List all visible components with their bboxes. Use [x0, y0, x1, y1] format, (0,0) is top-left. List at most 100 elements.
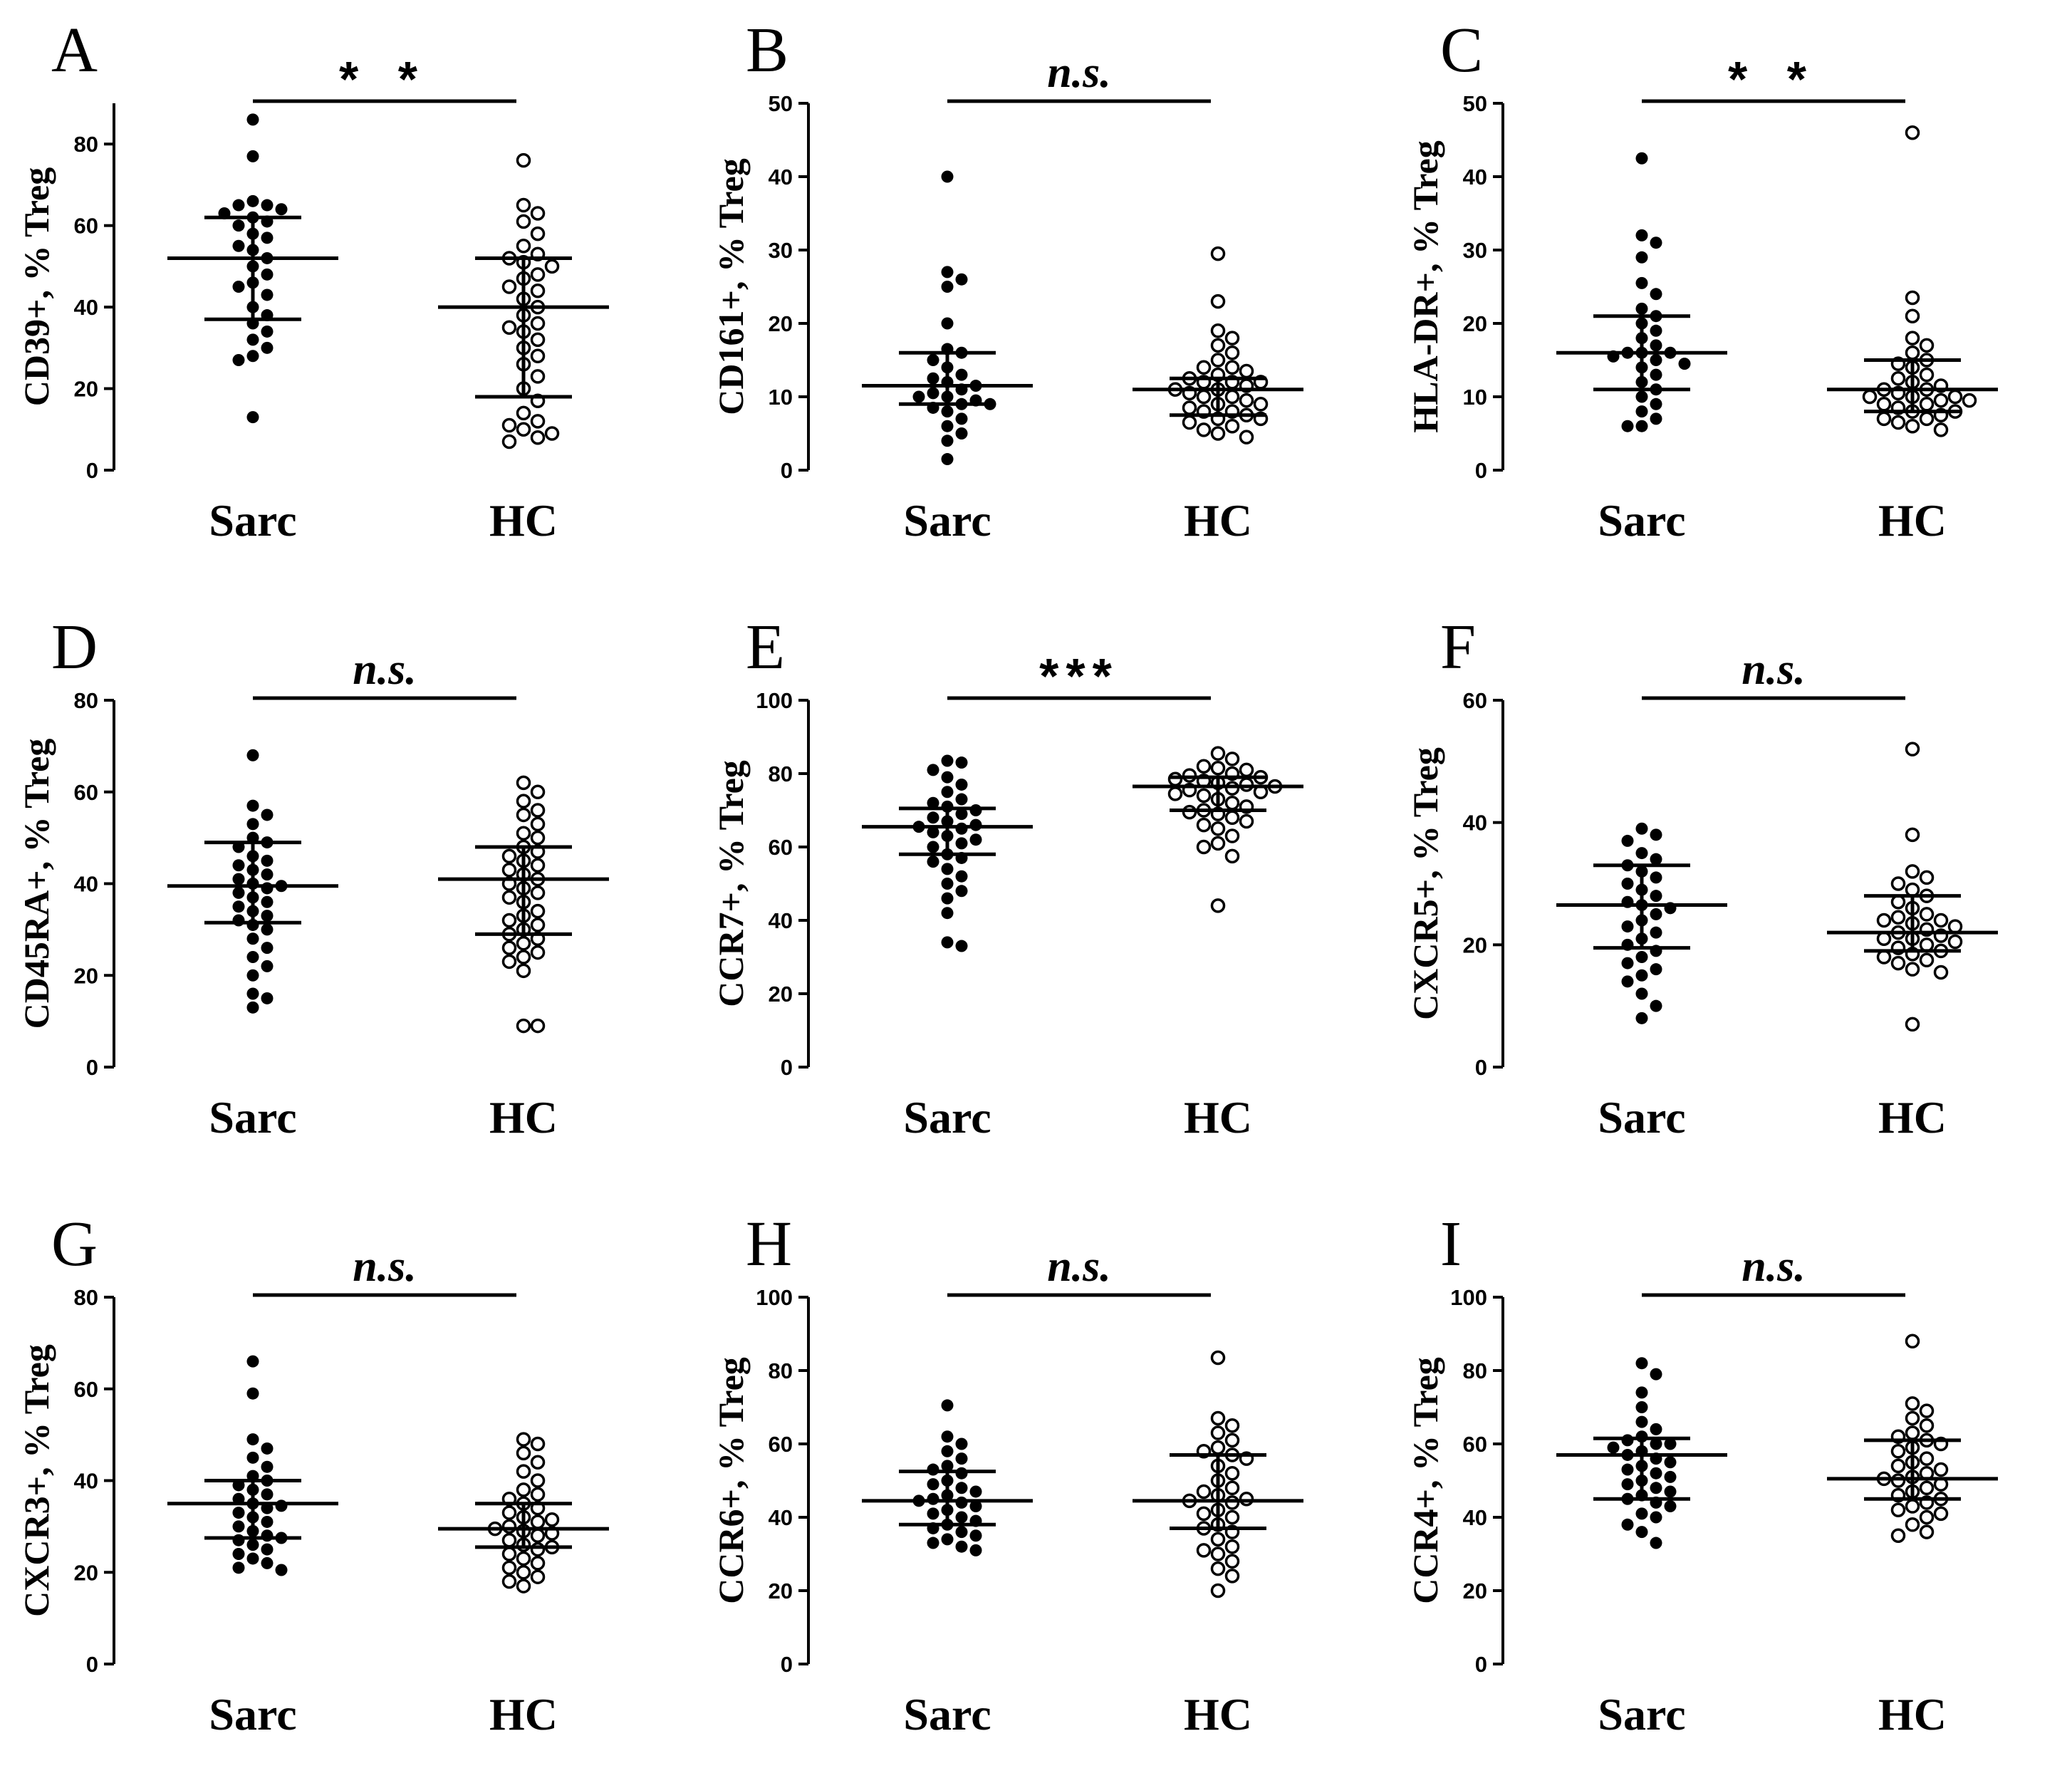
data-point	[1635, 951, 1648, 963]
data-point	[530, 1436, 546, 1452]
data-point	[955, 808, 968, 821]
data-point	[501, 1546, 517, 1561]
data-point	[501, 1519, 517, 1534]
data-point	[246, 1451, 259, 1464]
data-point	[530, 1514, 546, 1529]
data-point	[927, 811, 939, 824]
data-point	[941, 317, 954, 330]
data-point	[1890, 1528, 1906, 1543]
data-point	[1239, 430, 1254, 444]
y-tick-label: 30	[769, 238, 793, 263]
data-point	[1664, 1438, 1677, 1450]
data-point	[1664, 1470, 1677, 1483]
data-point	[1905, 864, 1920, 879]
data-point	[1621, 1434, 1634, 1447]
data-point	[1196, 759, 1212, 774]
data-point	[1224, 1539, 1240, 1554]
data-point	[1933, 965, 1949, 980]
data-point	[530, 369, 546, 384]
data-point	[246, 951, 259, 963]
data-point	[1905, 308, 1920, 323]
data-point	[1621, 920, 1634, 933]
data-point	[232, 873, 245, 885]
data-point	[955, 273, 968, 286]
y-axis-label: CCR4+, % Treg	[1405, 1357, 1445, 1604]
y-tick-label: 30	[1463, 238, 1487, 263]
data-point	[941, 754, 954, 767]
data-point	[1905, 331, 1920, 345]
data-point	[275, 1499, 288, 1512]
data-point	[1650, 1537, 1662, 1549]
data-point	[1947, 919, 1963, 934]
data-point	[501, 434, 517, 449]
data-point	[1196, 817, 1212, 833]
data-point	[275, 203, 288, 216]
panel-letter: H	[746, 1209, 792, 1279]
chart-svg: I 0 20 40 60 80 100 CCR4+, % Treg Sarc HC n.s.	[1405, 1209, 1998, 1740]
data-point	[955, 793, 968, 806]
data-point	[232, 886, 245, 899]
data-point	[246, 1552, 259, 1565]
data-point	[955, 1482, 968, 1494]
data-point	[516, 775, 531, 791]
data-point	[927, 1492, 939, 1505]
data-point	[955, 822, 968, 835]
data-point	[1890, 910, 1906, 925]
significance-label: n.s.	[1047, 48, 1111, 97]
data-point	[246, 969, 259, 982]
data-point	[1196, 839, 1212, 855]
data-point	[1210, 1583, 1226, 1598]
data-point	[1196, 1484, 1212, 1499]
data-point	[955, 940, 968, 952]
data-point	[261, 992, 274, 1004]
data-point	[544, 1512, 560, 1527]
panel-letter: D	[51, 612, 98, 682]
data-point	[1635, 1401, 1648, 1413]
data-point	[530, 1542, 546, 1557]
y-tick-label: 0	[1475, 1055, 1487, 1080]
group-hc	[1133, 1350, 1303, 1598]
group-hc	[1133, 246, 1303, 444]
y-tick-label: 80	[74, 688, 98, 713]
data-point	[1182, 804, 1197, 820]
data-point	[1919, 1418, 1935, 1433]
data-point	[927, 1507, 939, 1520]
data-point	[941, 435, 954, 447]
data-point	[969, 1529, 982, 1542]
data-point	[1635, 969, 1648, 982]
data-point	[1239, 813, 1254, 829]
y-tick-label: 20	[1463, 311, 1487, 336]
data-point	[1635, 822, 1648, 835]
data-point	[941, 878, 954, 890]
data-point	[501, 848, 517, 864]
data-point	[1182, 768, 1197, 783]
data-point	[530, 1528, 546, 1543]
data-point	[246, 1433, 259, 1446]
data-point	[1635, 1357, 1648, 1370]
data-point	[1890, 895, 1906, 910]
y-tick-label: 80	[769, 1358, 793, 1383]
chart-svg: C 0 10 20 30 40 50 HLA-DR+, % Treg Sarc HC * *	[1405, 15, 1998, 546]
data-point	[232, 199, 245, 212]
data-point	[261, 1442, 274, 1455]
y-tick-label: 60	[769, 1432, 793, 1457]
data-point	[1182, 415, 1197, 430]
data-point	[955, 427, 968, 440]
y-axis-label: CCR7+, % Treg	[711, 760, 751, 1007]
y-tick-label: 20	[769, 982, 793, 1007]
data-point	[927, 841, 939, 853]
data-point	[1210, 323, 1226, 338]
data-point	[261, 809, 274, 821]
y-tick-label: 0	[86, 1055, 98, 1080]
data-point	[1919, 870, 1935, 885]
data-point	[1239, 363, 1254, 379]
data-point	[1210, 426, 1226, 441]
category-label: HC	[489, 1689, 558, 1740]
data-point	[530, 784, 546, 799]
data-point	[1224, 1418, 1240, 1433]
data-point	[530, 348, 546, 364]
data-point	[1933, 422, 1949, 437]
category-label: Sarc	[903, 1689, 991, 1740]
data-point	[955, 1467, 968, 1480]
data-point	[516, 1432, 531, 1447]
